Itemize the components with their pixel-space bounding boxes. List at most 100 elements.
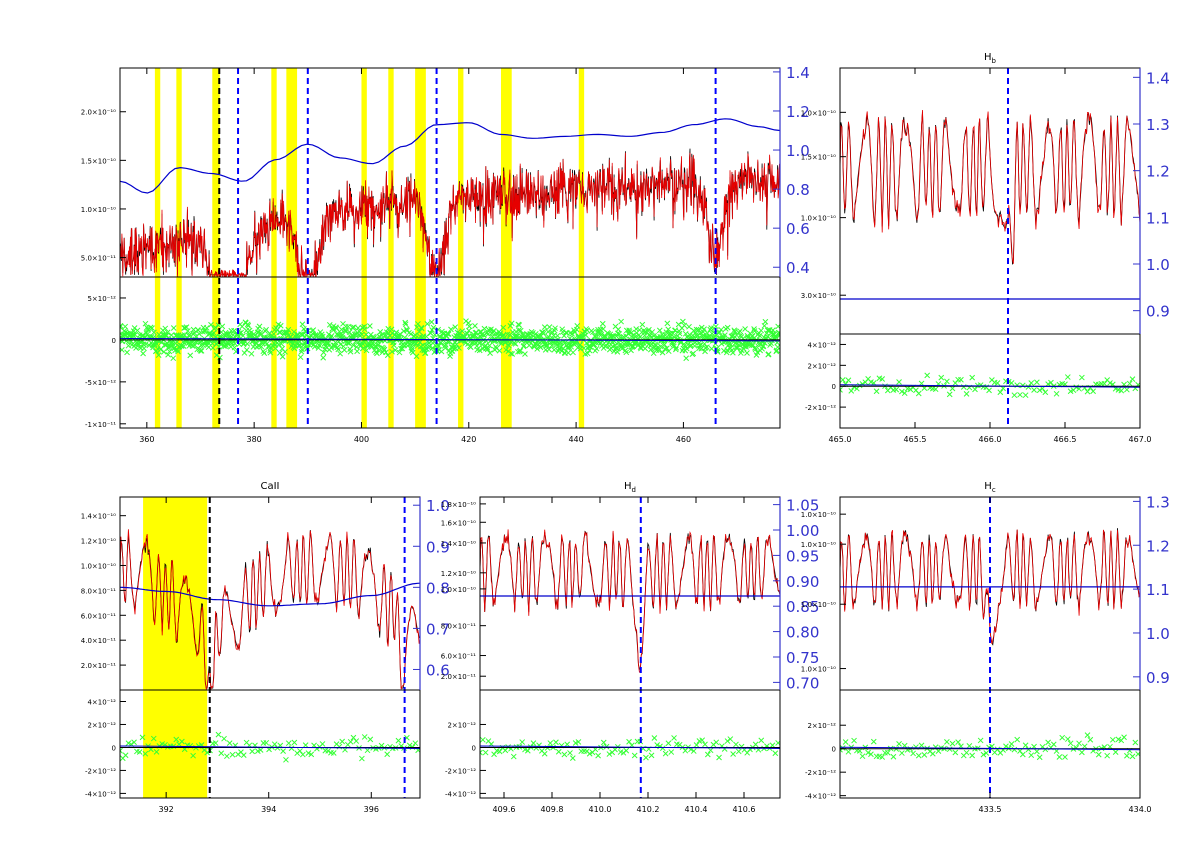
y-tick-label: 1.0×10⁻¹⁰ bbox=[81, 206, 116, 214]
residual-marker bbox=[157, 334, 163, 341]
residual-marker bbox=[742, 326, 748, 332]
residual-marker bbox=[541, 324, 548, 330]
residual-marker bbox=[347, 348, 354, 355]
residual-marker bbox=[1022, 742, 1029, 749]
residual-marker bbox=[224, 753, 230, 760]
residual-marker bbox=[320, 354, 327, 361]
residual-marker bbox=[699, 737, 706, 744]
y-tick-label: 1.8×10⁻¹⁰ bbox=[441, 501, 476, 509]
residual-marker bbox=[520, 332, 526, 339]
residual-points bbox=[840, 732, 1140, 761]
residual-marker bbox=[977, 737, 984, 744]
residual-marker bbox=[422, 350, 429, 356]
residual-marker bbox=[285, 740, 292, 747]
residual-marker bbox=[655, 347, 662, 354]
residual-marker bbox=[122, 323, 129, 330]
model-spectrum bbox=[480, 529, 780, 673]
residual-marker bbox=[1084, 388, 1091, 395]
residual-marker bbox=[848, 387, 855, 394]
residual-marker bbox=[896, 379, 902, 385]
residual-marker bbox=[299, 346, 305, 353]
residual-marker bbox=[546, 324, 553, 330]
residual-marker bbox=[448, 326, 454, 333]
residual-marker bbox=[569, 331, 575, 337]
residual-marker bbox=[291, 739, 298, 746]
y-tick-label: 1.0×10⁻¹⁰ bbox=[801, 109, 836, 117]
continuum-curve bbox=[120, 118, 780, 194]
residual-marker bbox=[966, 743, 973, 749]
residual-marker bbox=[664, 345, 670, 352]
residual-marker bbox=[865, 749, 871, 756]
residual-marker bbox=[1034, 379, 1040, 386]
residual-marker bbox=[683, 355, 690, 362]
residual-marker bbox=[840, 745, 846, 751]
residual-marker bbox=[972, 386, 978, 393]
residual-marker bbox=[278, 340, 285, 347]
residual-marker bbox=[1011, 746, 1018, 753]
residual-marker bbox=[402, 319, 409, 326]
right-y-tick-label: 0.75 bbox=[786, 649, 819, 667]
residual-marker bbox=[389, 348, 395, 355]
residual-marker bbox=[647, 346, 654, 353]
residual-marker bbox=[767, 342, 773, 348]
residual-marker bbox=[751, 326, 757, 332]
residual-marker bbox=[481, 325, 488, 332]
residual-marker bbox=[375, 341, 382, 348]
residual-marker bbox=[326, 321, 333, 328]
y-tick-label: 1.0×10⁻¹⁰ bbox=[801, 215, 836, 223]
residual-marker bbox=[924, 372, 931, 379]
residual-marker bbox=[464, 330, 471, 337]
residual-marker bbox=[336, 743, 343, 750]
residual-marker bbox=[946, 391, 953, 398]
residual-marker bbox=[730, 349, 736, 356]
right-y-tick-label: 1.0 bbox=[1146, 625, 1170, 643]
residual-marker bbox=[173, 736, 180, 743]
residual-marker bbox=[428, 319, 435, 325]
residual-marker bbox=[261, 350, 268, 356]
y-tick-label: 2.0×10⁻¹¹ bbox=[441, 673, 476, 681]
residual-marker bbox=[761, 322, 768, 329]
masked-region bbox=[361, 68, 367, 428]
residual-marker bbox=[330, 750, 337, 756]
residual-marker bbox=[133, 345, 139, 351]
residual-marker bbox=[664, 320, 671, 327]
residual-marker bbox=[212, 740, 219, 746]
residual-marker bbox=[693, 326, 700, 333]
residual-marker bbox=[319, 741, 326, 747]
panel-title: Hd bbox=[624, 481, 636, 494]
residual-marker bbox=[487, 350, 493, 356]
residual-marker bbox=[701, 326, 707, 332]
residual-marker bbox=[346, 329, 353, 335]
residual-marker bbox=[248, 329, 254, 336]
residual-marker bbox=[345, 323, 352, 330]
residual-marker bbox=[774, 344, 780, 350]
continuum-curve bbox=[120, 582, 420, 607]
residual-marker bbox=[472, 323, 478, 329]
residual-marker bbox=[517, 327, 524, 334]
residual-marker bbox=[136, 749, 143, 755]
residual-marker bbox=[496, 347, 503, 354]
residual-marker bbox=[530, 740, 537, 746]
residual-marker bbox=[325, 331, 332, 338]
residual-marker bbox=[445, 331, 452, 337]
right-y-tick-label: 0.6 bbox=[426, 661, 450, 679]
residual-marker bbox=[648, 752, 655, 759]
residual-marker bbox=[179, 738, 185, 745]
residual-marker bbox=[149, 325, 155, 332]
residual-marker bbox=[682, 747, 689, 754]
y-tick-label: 1.5×10⁻¹⁰ bbox=[801, 154, 836, 162]
right-y-tick-label: 1.2 bbox=[786, 103, 810, 121]
residual-marker bbox=[983, 750, 990, 756]
residual-marker bbox=[367, 736, 374, 743]
residual-marker bbox=[353, 738, 360, 744]
residual-marker bbox=[169, 339, 176, 346]
residual-marker bbox=[568, 343, 575, 350]
residual-marker bbox=[480, 749, 483, 756]
residual-marker bbox=[271, 741, 278, 748]
residual-marker bbox=[1109, 736, 1116, 743]
residual-tick-label: -4×10⁻¹² bbox=[805, 793, 836, 801]
x-tick-label: 400 bbox=[354, 435, 369, 444]
x-tick-label: 433.5 bbox=[979, 805, 1002, 814]
residual-marker bbox=[599, 320, 606, 327]
